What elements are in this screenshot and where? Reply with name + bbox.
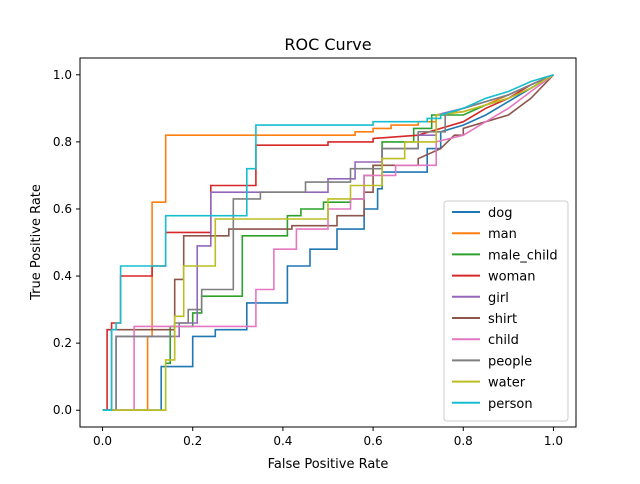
series-line-child — [102, 74, 554, 411]
x-tick-label: 0.8 — [454, 434, 473, 448]
x-tick-label: 0.4 — [273, 434, 292, 448]
series-line-water — [102, 74, 554, 411]
legend-label: people — [488, 354, 532, 369]
legend-label: woman — [488, 270, 535, 285]
plot-area — [102, 74, 555, 411]
x-axis: 0.0 0.2 0.4 0.6 0.8 1.0 — [93, 427, 563, 448]
legend-label: dog — [488, 206, 512, 221]
legend-label: girl — [488, 291, 509, 306]
legend-label: person — [488, 397, 533, 412]
y-axis-label: True Positive Rate — [29, 184, 44, 301]
legend-label: man — [488, 227, 517, 242]
series-line-person — [102, 74, 554, 411]
chart-title: ROC Curve — [284, 35, 371, 54]
x-tick-label: 0.6 — [364, 434, 383, 448]
x-tick-label: 0.2 — [183, 434, 202, 448]
series-line-shirt — [102, 74, 555, 411]
x-tick-label: 0.0 — [93, 434, 112, 448]
y-tick-label: 0.4 — [53, 269, 72, 283]
legend-box — [443, 200, 569, 422]
legend-label: shirt — [488, 312, 517, 327]
y-tick-label: 0.8 — [53, 135, 72, 149]
series-line-woman — [102, 74, 554, 411]
legend-label: child — [488, 333, 519, 348]
y-tick-label: 0.2 — [53, 336, 72, 350]
plot-frame — [79, 57, 577, 428]
y-tick-label: 1.0 — [53, 68, 72, 82]
legend-label: water — [488, 376, 526, 391]
x-tick-label: 1.0 — [544, 434, 563, 448]
y-tick-label: 0.6 — [53, 202, 72, 216]
y-tick-label: 0.0 — [53, 403, 72, 417]
y-axis: 0.0 0.2 0.4 0.6 0.8 1.0 — [53, 68, 80, 417]
legend-label: male_child — [488, 248, 558, 263]
x-axis-label: False Positive Rate — [268, 457, 389, 472]
